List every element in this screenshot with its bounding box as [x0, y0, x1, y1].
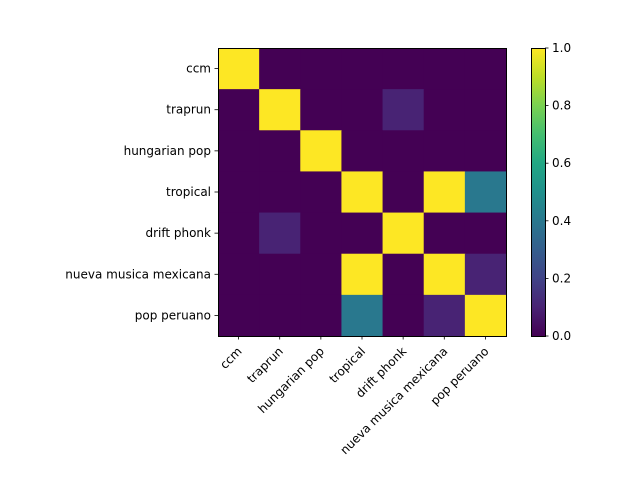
heatmap-cell — [300, 253, 342, 296]
heatmap-cell — [423, 171, 466, 214]
heatmap-cell — [341, 294, 384, 337]
y-tick-label: ccm — [186, 62, 211, 76]
colorbar-ticks: 0.0 0.2 0.4 0.6 0.8 1.0 — [545, 41, 571, 343]
colorbar-gradient — [531, 48, 545, 336]
heatmap-cell — [464, 48, 507, 90]
heatmap-cell — [382, 171, 425, 214]
heatmap-cell — [341, 253, 384, 296]
y-tick-label: tropical — [166, 185, 211, 199]
heatmap-cell — [341, 171, 384, 214]
y-tick-label: hungarian pop — [124, 144, 211, 158]
heatmap-cell — [300, 212, 342, 255]
heatmap-cell — [218, 130, 260, 172]
heatmap-cell — [259, 253, 301, 296]
heatmap-cell — [341, 48, 384, 90]
y-tick-label: drift phonk — [145, 226, 211, 240]
y-tick-label: traprun — [166, 103, 211, 117]
heatmap-cell — [464, 89, 507, 131]
x-tick-label: ccm — [217, 344, 244, 371]
heatmap-cell — [218, 212, 260, 255]
heatmap-cell — [382, 212, 425, 255]
heatmap-cell — [423, 294, 466, 337]
heatmap-cell — [341, 130, 384, 172]
heatmap-cell — [423, 48, 466, 90]
colorbar: 0.0 0.2 0.4 0.6 0.8 1.0 — [531, 41, 571, 343]
heatmap-cell — [464, 253, 507, 296]
heatmap-cell — [464, 171, 507, 214]
heatmap-cell — [423, 130, 466, 172]
heatmap-cell — [259, 212, 301, 255]
heatmap-cell — [218, 294, 260, 337]
colorbar-tick-label: 0.6 — [552, 156, 571, 170]
heatmap-cell — [259, 130, 301, 172]
colorbar-tick-label: 0.4 — [552, 214, 571, 228]
heatmap-cell — [218, 48, 260, 90]
y-tick-label: pop peruano — [135, 308, 211, 322]
heatmap-cell — [259, 294, 301, 337]
x-tick-label: traprun — [244, 344, 286, 386]
heatmap-cell — [259, 48, 301, 90]
heatmap-cell — [382, 89, 425, 131]
heatmap-cell — [423, 212, 466, 255]
heatmap-cell — [300, 294, 342, 337]
colorbar-tick-label: 0.0 — [552, 329, 571, 343]
heatmap-cell — [218, 171, 260, 214]
heatmap-cell — [423, 89, 466, 131]
heatmap-cell — [300, 130, 342, 172]
y-tick-label: nueva musica mexicana — [65, 267, 211, 281]
heatmap-cell — [382, 48, 425, 90]
heatmap-cells — [218, 48, 507, 337]
heatmap-cell — [382, 130, 425, 172]
heatmap-cell — [423, 253, 466, 296]
heatmap-cell — [259, 171, 301, 214]
heatmap-cell — [464, 130, 507, 172]
heatmap-cell — [382, 253, 425, 296]
heatmap-cell — [300, 48, 342, 90]
heatmap-cell — [382, 294, 425, 337]
heatmap-cell — [300, 171, 342, 214]
y-axis: ccm traprun hungarian pop tropical drift pho… — [65, 62, 218, 322]
colorbar-frame — [531, 48, 546, 337]
plot-frame — [218, 48, 507, 337]
x-tick-label: tropical — [326, 344, 368, 386]
heatmap-cell — [218, 89, 260, 131]
heatmap-cell — [341, 212, 384, 255]
colorbar-tick-label: 0.8 — [552, 99, 571, 113]
heatmap-cell — [464, 212, 507, 255]
heatmap-cell — [218, 253, 260, 296]
colorbar-tick-label: 1.0 — [552, 41, 571, 55]
colorbar-tick-label: 0.2 — [552, 271, 571, 285]
heatmap-cell — [464, 294, 507, 337]
heatmap-cell — [300, 89, 342, 131]
heatmap-cell — [259, 89, 301, 131]
heatmap-cell — [341, 89, 384, 131]
